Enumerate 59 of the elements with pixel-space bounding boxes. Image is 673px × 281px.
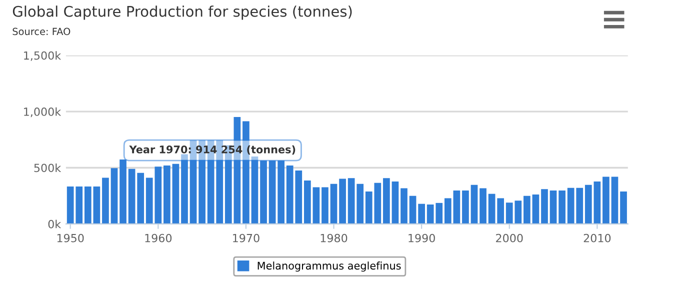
bar: [453, 190, 460, 224]
bar: [541, 189, 548, 224]
y-tick-label: 1,000k: [24, 107, 62, 118]
x-tick-label: 1990: [408, 234, 435, 242]
bar: [339, 178, 346, 224]
bar: [400, 188, 408, 224]
bar: [190, 140, 197, 224]
bar: [488, 194, 496, 224]
bar: [110, 168, 118, 224]
bar: [312, 187, 320, 224]
bar: [251, 156, 258, 224]
bar: [611, 176, 618, 224]
legend-label: Melanogrammus aeglefinus: [258, 262, 401, 272]
bar: [164, 166, 170, 224]
bar: [532, 194, 540, 224]
bar: [102, 178, 109, 224]
bar: [409, 196, 416, 224]
x-tick-label: 1980: [320, 234, 348, 242]
bar: [120, 159, 126, 224]
x-tick-label: 2000: [496, 234, 523, 242]
x-tick-label: 2010: [584, 234, 611, 242]
y-tick-label: 0k: [48, 220, 62, 228]
x-tick-label: 1970: [233, 234, 260, 242]
bar: [84, 186, 92, 224]
bar: [330, 184, 338, 224]
bar: [418, 204, 425, 224]
bar: [93, 186, 100, 224]
bar: [470, 184, 478, 224]
x-tick-label: 1950: [57, 234, 84, 242]
bar: [550, 190, 557, 224]
bar: [462, 190, 469, 224]
bar: [558, 190, 566, 224]
bar: [137, 172, 144, 224]
bar: [602, 176, 610, 224]
bar: [497, 198, 504, 224]
bar: [348, 178, 355, 224]
bar: [383, 178, 390, 224]
y-tick-label: 1,500k: [24, 51, 62, 61]
bar: [304, 180, 311, 224]
bar: [128, 168, 136, 224]
bar: [356, 184, 364, 224]
chart-subtitle: Source: FAO: [12, 28, 70, 36]
bar: [172, 164, 180, 224]
bar: [444, 198, 452, 224]
bar: [594, 181, 601, 224]
chart-title: Global Capture Production for species (tonnes): [12, 6, 352, 20]
bar: [584, 184, 592, 224]
bar: [278, 160, 284, 224]
bar: [392, 181, 399, 224]
y-tick-label: 500k: [34, 164, 62, 172]
bar: [181, 154, 188, 224]
bar: [260, 160, 267, 224]
bar: [322, 187, 328, 224]
x-tick-label: 1960: [145, 234, 172, 242]
bar: [268, 160, 276, 224]
bar: [480, 188, 486, 224]
bar: [524, 196, 530, 224]
annotation: Year 1970: 914 254 (tonnes): [129, 145, 296, 155]
bar: [620, 191, 627, 224]
